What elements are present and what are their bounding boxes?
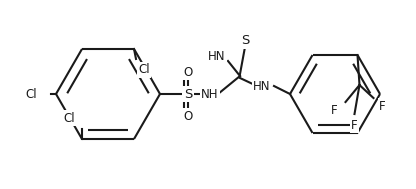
- Text: F: F: [379, 100, 386, 112]
- Text: Cl: Cl: [138, 64, 150, 77]
- Text: S: S: [184, 88, 192, 101]
- Text: NH: NH: [201, 88, 219, 101]
- Text: F: F: [331, 104, 338, 117]
- Text: HN: HN: [208, 50, 226, 63]
- Text: F: F: [351, 119, 358, 132]
- Text: O: O: [183, 109, 193, 122]
- Text: HN: HN: [253, 80, 271, 92]
- Text: S: S: [241, 35, 249, 47]
- Text: Cl: Cl: [63, 112, 75, 125]
- Text: Cl: Cl: [25, 88, 37, 101]
- Text: O: O: [183, 66, 193, 78]
